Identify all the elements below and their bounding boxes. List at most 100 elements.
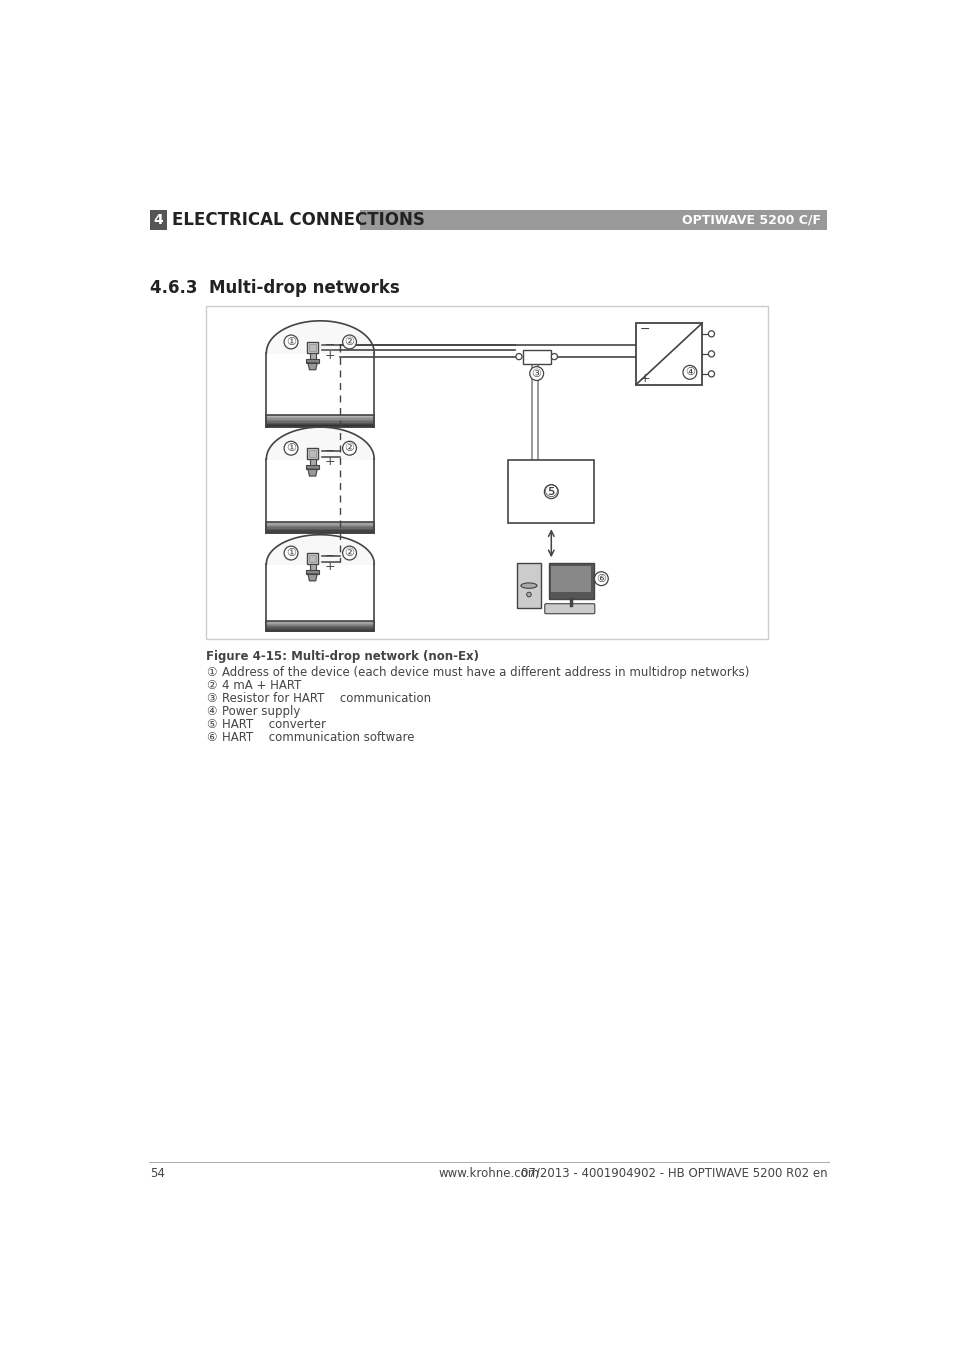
Text: ④: ④ [684, 367, 694, 377]
Circle shape [708, 331, 714, 336]
FancyBboxPatch shape [150, 209, 167, 230]
Circle shape [551, 354, 557, 359]
FancyBboxPatch shape [360, 209, 826, 230]
FancyBboxPatch shape [266, 417, 374, 419]
Text: OPTIWAVE 5200 C/F: OPTIWAVE 5200 C/F [681, 213, 820, 227]
Text: −: − [325, 550, 335, 562]
Text: 54: 54 [150, 1167, 165, 1179]
FancyBboxPatch shape [266, 424, 374, 426]
Text: ④: ④ [206, 705, 216, 717]
FancyBboxPatch shape [266, 422, 374, 423]
Text: −: − [325, 339, 335, 351]
Text: −: − [325, 444, 335, 458]
FancyBboxPatch shape [266, 626, 374, 627]
FancyBboxPatch shape [266, 527, 374, 530]
FancyBboxPatch shape [266, 624, 374, 626]
Text: 07/2013 - 4001904902 - HB OPTIWAVE 5200 R02 en: 07/2013 - 4001904902 - HB OPTIWAVE 5200 … [520, 1167, 827, 1179]
FancyBboxPatch shape [636, 323, 701, 385]
Text: Address of the device (each device must have a different address in multidrop ne: Address of the device (each device must … [221, 666, 748, 678]
Circle shape [682, 365, 696, 380]
FancyBboxPatch shape [309, 343, 316, 351]
Text: +: + [639, 372, 650, 385]
FancyBboxPatch shape [266, 420, 374, 422]
Polygon shape [266, 535, 374, 563]
Polygon shape [308, 363, 317, 370]
FancyBboxPatch shape [309, 563, 315, 571]
Text: ELECTRICAL CONNECTIONS: ELECTRICAL CONNECTIONS [172, 211, 425, 228]
Text: ②: ② [344, 549, 355, 558]
FancyBboxPatch shape [266, 628, 374, 631]
FancyBboxPatch shape [306, 570, 318, 574]
Ellipse shape [520, 582, 537, 588]
Polygon shape [266, 427, 374, 459]
Text: ①: ① [206, 666, 216, 678]
Text: +: + [325, 455, 335, 467]
FancyBboxPatch shape [266, 521, 374, 523]
Text: ①: ① [286, 549, 295, 558]
Text: ⑤: ⑤ [206, 719, 216, 731]
Circle shape [708, 351, 714, 357]
FancyBboxPatch shape [551, 566, 591, 592]
Text: ⑥: ⑥ [596, 574, 606, 584]
Text: ⑥: ⑥ [206, 731, 216, 744]
Text: ③: ③ [531, 369, 541, 378]
Text: ②: ② [206, 678, 216, 692]
Text: Resistor for HART  communication: Resistor for HART communication [221, 692, 431, 705]
Circle shape [526, 592, 531, 597]
FancyBboxPatch shape [266, 415, 374, 417]
Circle shape [284, 442, 297, 455]
FancyBboxPatch shape [508, 461, 594, 523]
Circle shape [284, 546, 297, 559]
FancyBboxPatch shape [266, 530, 374, 532]
Text: ①: ① [286, 443, 295, 453]
FancyBboxPatch shape [307, 553, 317, 563]
Text: Figure 4-15: Multi-drop network (non-Ex): Figure 4-15: Multi-drop network (non-Ex) [206, 650, 478, 663]
Text: HART  converter: HART converter [221, 719, 325, 731]
FancyBboxPatch shape [266, 532, 374, 534]
FancyBboxPatch shape [309, 450, 316, 458]
FancyBboxPatch shape [266, 627, 374, 628]
FancyBboxPatch shape [522, 350, 550, 363]
FancyBboxPatch shape [266, 523, 374, 526]
FancyBboxPatch shape [307, 342, 317, 353]
Text: −: − [639, 323, 650, 335]
FancyBboxPatch shape [266, 621, 374, 623]
Polygon shape [266, 320, 374, 353]
Circle shape [342, 442, 356, 455]
Circle shape [544, 485, 558, 499]
FancyBboxPatch shape [266, 423, 374, 424]
Text: 4 mA + HART: 4 mA + HART [221, 678, 301, 692]
FancyBboxPatch shape [309, 555, 316, 562]
FancyBboxPatch shape [306, 465, 318, 469]
Polygon shape [308, 469, 317, 476]
FancyBboxPatch shape [544, 604, 594, 613]
Circle shape [594, 571, 608, 585]
Text: ②: ② [344, 443, 355, 453]
FancyBboxPatch shape [266, 419, 374, 420]
Circle shape [342, 335, 356, 349]
Circle shape [516, 354, 521, 359]
Text: +: + [325, 559, 335, 573]
FancyBboxPatch shape [266, 528, 374, 531]
Text: HART  communication software: HART communication software [221, 731, 414, 744]
FancyBboxPatch shape [548, 563, 593, 598]
FancyBboxPatch shape [307, 449, 317, 459]
FancyBboxPatch shape [266, 426, 374, 427]
Text: 4.6.3  Multi-drop networks: 4.6.3 Multi-drop networks [150, 280, 399, 297]
Text: 4: 4 [153, 213, 163, 227]
Text: ①: ① [286, 336, 295, 347]
Text: ③: ③ [206, 692, 216, 705]
Text: ⑤: ⑤ [543, 482, 558, 501]
Polygon shape [308, 574, 317, 581]
FancyBboxPatch shape [206, 307, 767, 639]
FancyBboxPatch shape [309, 459, 315, 466]
Text: ②: ② [344, 336, 355, 347]
Text: +: + [325, 349, 335, 362]
Circle shape [342, 546, 356, 559]
FancyBboxPatch shape [306, 359, 318, 363]
FancyBboxPatch shape [266, 627, 374, 630]
Circle shape [529, 366, 543, 381]
Circle shape [284, 335, 297, 349]
FancyBboxPatch shape [266, 526, 374, 528]
FancyBboxPatch shape [266, 623, 374, 624]
